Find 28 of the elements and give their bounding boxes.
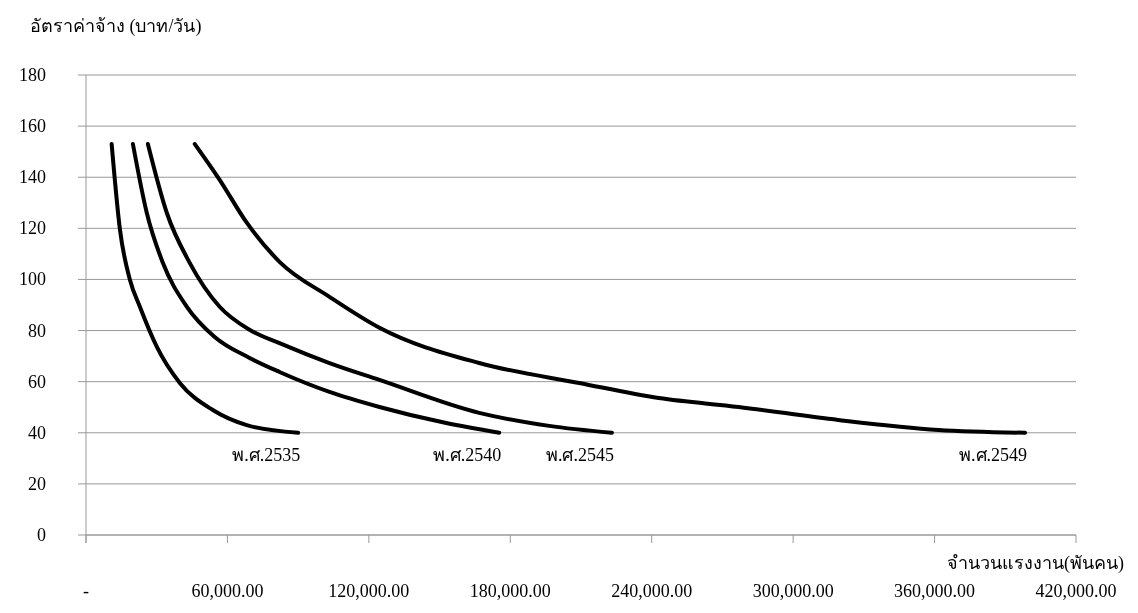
y-tick-label: 160 <box>19 116 46 137</box>
x-tick-label: 360,000.00 <box>894 581 976 601</box>
x-tick-label: 120,000.00 <box>328 581 410 601</box>
series-label: พ.ศ.2535 <box>232 444 301 465</box>
x-tick-label: 240,000.00 <box>611 581 693 601</box>
x-tick-label: 60,000.00 <box>191 581 264 601</box>
y-tick-label: 180 <box>19 65 46 85</box>
y-tick-label: 40 <box>28 422 46 443</box>
y-tick-label: 100 <box>19 269 46 290</box>
line-series <box>109 142 301 435</box>
line-series <box>145 142 614 435</box>
y-tick-label: 20 <box>28 473 46 494</box>
x-tick-label: 180,000.00 <box>469 581 551 601</box>
y-tick-label: 60 <box>28 371 46 392</box>
y-tick-label: 140 <box>19 167 46 188</box>
x-axis-title: จำนวนแรงงาน(พันคน) <box>947 553 1124 574</box>
x-tick-label: - <box>83 581 89 601</box>
y-axis-title: อัตราค่าจ้าง (บาท/วัน) <box>30 16 202 37</box>
y-tick-label: 80 <box>28 320 46 341</box>
series-label: พ.ศ.2545 <box>545 444 614 465</box>
y-tick-label: 120 <box>19 218 46 239</box>
series-label: พ.ศ.2549 <box>959 444 1028 465</box>
line-series <box>130 142 502 435</box>
series-label: พ.ศ.2540 <box>433 444 502 465</box>
x-tick-label: 300,000.00 <box>752 581 834 601</box>
line-series <box>192 142 1028 435</box>
x-tick-label: 420,000.00 <box>1035 581 1117 601</box>
y-tick-label: 0 <box>37 525 46 545</box>
